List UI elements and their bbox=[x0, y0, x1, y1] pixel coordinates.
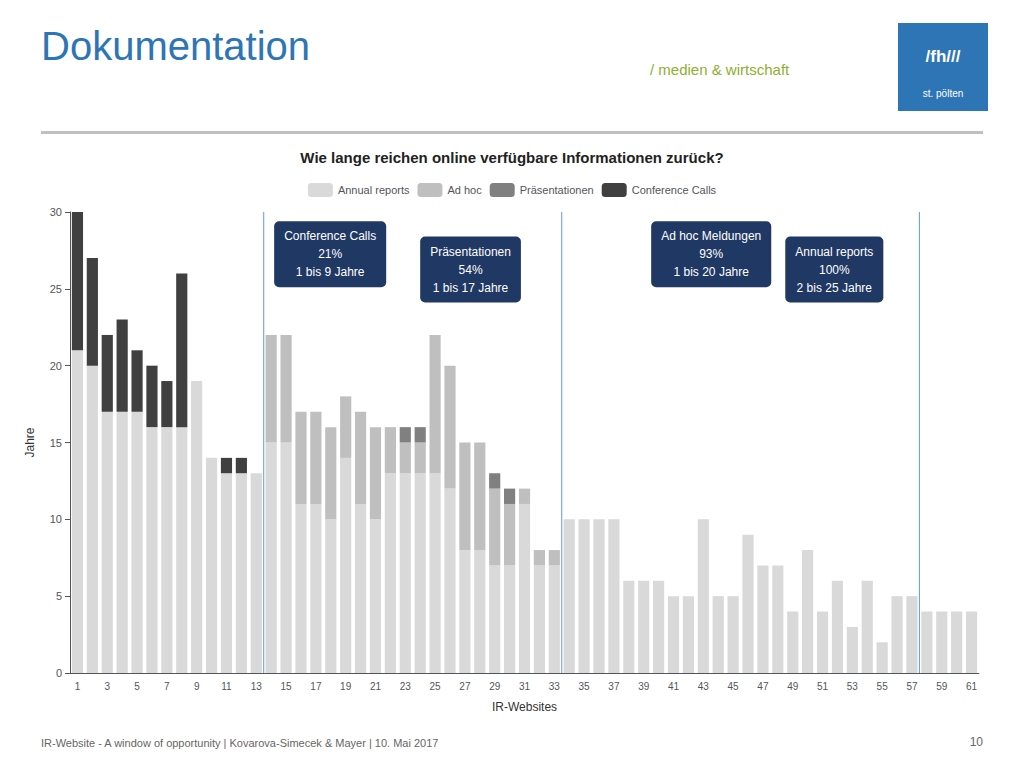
svg-text:93%: 93% bbox=[699, 247, 723, 261]
svg-text:st. pölten: st. pölten bbox=[923, 88, 964, 99]
svg-text:15: 15 bbox=[281, 681, 293, 692]
svg-text:Annual reports: Annual reports bbox=[338, 184, 410, 196]
svg-text:21: 21 bbox=[370, 681, 382, 692]
svg-text:2 bis 25 Jahre: 2 bis 25 Jahre bbox=[797, 281, 873, 295]
svg-text:35: 35 bbox=[579, 681, 591, 692]
svg-text:1 bis 9 Jahre: 1 bis 9 Jahre bbox=[296, 265, 365, 279]
svg-text:1 bis 20 Jahre: 1 bis 20 Jahre bbox=[674, 265, 750, 279]
svg-text:1: 1 bbox=[75, 681, 81, 692]
svg-text:31: 31 bbox=[519, 681, 531, 692]
svg-text:7: 7 bbox=[164, 681, 170, 692]
svg-text:1 bis 17 Jahre: 1 bis 17 Jahre bbox=[433, 281, 509, 295]
svg-text:61: 61 bbox=[966, 681, 978, 692]
svg-text:29: 29 bbox=[489, 681, 501, 692]
svg-text:0: 0 bbox=[56, 667, 62, 679]
svg-text:5: 5 bbox=[56, 590, 62, 602]
svg-text:37: 37 bbox=[608, 681, 620, 692]
svg-text:5: 5 bbox=[134, 681, 140, 692]
svg-text:20: 20 bbox=[50, 360, 62, 372]
svg-text:10: 10 bbox=[50, 513, 62, 525]
svg-text:23: 23 bbox=[400, 681, 412, 692]
svg-text:57: 57 bbox=[906, 681, 918, 692]
svg-text:54%: 54% bbox=[459, 263, 483, 277]
svg-text:47: 47 bbox=[757, 681, 769, 692]
svg-text:27: 27 bbox=[459, 681, 471, 692]
svg-text:41: 41 bbox=[668, 681, 680, 692]
svg-text:IR-Websites: IR-Websites bbox=[492, 700, 557, 714]
svg-text:25: 25 bbox=[50, 283, 62, 295]
svg-text:45: 45 bbox=[728, 681, 740, 692]
svg-text:11: 11 bbox=[221, 681, 232, 692]
svg-text:13: 13 bbox=[251, 681, 263, 692]
svg-text:30: 30 bbox=[50, 206, 62, 218]
svg-text:55: 55 bbox=[877, 681, 889, 692]
svg-text:33: 33 bbox=[549, 681, 561, 692]
svg-text:49: 49 bbox=[787, 681, 799, 692]
svg-text:Annual reports: Annual reports bbox=[795, 245, 873, 259]
svg-text:/fh///: /fh/// bbox=[926, 47, 961, 66]
svg-text:3: 3 bbox=[104, 681, 110, 692]
svg-text:19: 19 bbox=[340, 681, 352, 692]
svg-text:Wie lange reichen online verfü: Wie lange reichen online verfügbare Info… bbox=[300, 149, 723, 166]
svg-text:Präsentationen: Präsentationen bbox=[430, 245, 511, 259]
svg-text:15: 15 bbox=[50, 437, 62, 449]
svg-text:Ad hoc Meldungen: Ad hoc Meldungen bbox=[661, 229, 761, 243]
svg-text:9: 9 bbox=[194, 681, 200, 692]
svg-text:10: 10 bbox=[970, 735, 984, 749]
svg-text:Präsentationen: Präsentationen bbox=[520, 184, 594, 196]
svg-text:59: 59 bbox=[936, 681, 948, 692]
svg-text:IR-Website - A window of oppor: IR-Website - A window of opportunity | K… bbox=[41, 737, 438, 749]
svg-text:39: 39 bbox=[638, 681, 650, 692]
svg-text:/ medien & wirtschaft: / medien & wirtschaft bbox=[650, 61, 790, 78]
svg-text:17: 17 bbox=[310, 681, 322, 692]
svg-text:Jahre: Jahre bbox=[23, 427, 37, 457]
svg-text:Conference Calls: Conference Calls bbox=[632, 184, 717, 196]
svg-text:53: 53 bbox=[847, 681, 859, 692]
svg-text:43: 43 bbox=[698, 681, 710, 692]
svg-text:Dokumentation: Dokumentation bbox=[41, 24, 310, 68]
svg-text:21%: 21% bbox=[318, 247, 342, 261]
svg-text:51: 51 bbox=[817, 681, 829, 692]
svg-text:100%: 100% bbox=[819, 263, 850, 277]
svg-text:Conference Calls: Conference Calls bbox=[284, 229, 376, 243]
svg-text:25: 25 bbox=[430, 681, 442, 692]
svg-text:Ad hoc: Ad hoc bbox=[447, 184, 482, 196]
